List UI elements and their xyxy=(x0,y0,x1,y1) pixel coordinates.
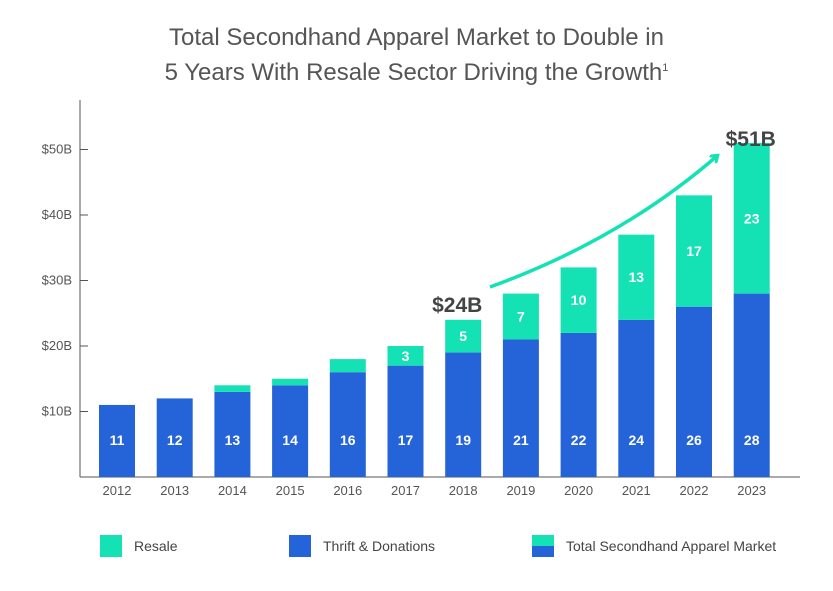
bar-thrift-2017 xyxy=(387,365,424,477)
bar-resale-2016 xyxy=(329,359,366,373)
legend-swatch-total xyxy=(532,535,554,557)
data-label-thrift-2014: 13 xyxy=(225,432,241,448)
data-label-resale-2022: 17 xyxy=(686,243,702,259)
x-tick-label-2013: 2013 xyxy=(160,483,189,498)
legend-swatch-thrift xyxy=(289,535,311,557)
y-tick-label: $50B xyxy=(42,142,72,157)
data-label-thrift-2012: 11 xyxy=(110,432,125,448)
legend-label-thrift: Thrift & Donations xyxy=(323,538,436,554)
data-label-resale-2017: 3 xyxy=(402,348,410,364)
data-label-thrift-2018: 19 xyxy=(455,432,471,448)
x-tick-label-2018: 2018 xyxy=(449,483,478,498)
data-label-thrift-2020: 22 xyxy=(571,432,587,448)
x-tick-label-2012: 2012 xyxy=(103,483,132,498)
bar-thrift-2023 xyxy=(733,293,770,477)
bar-thrift-2015 xyxy=(272,385,309,477)
data-label-thrift-2019: 21 xyxy=(513,432,529,448)
bar-resale-2017 xyxy=(387,346,424,366)
annotation-2023-total: $51B xyxy=(726,128,776,151)
growth-arrow xyxy=(489,156,717,289)
x-tick-label-2016: 2016 xyxy=(333,483,362,498)
y-tick-label: $20B xyxy=(42,338,72,353)
bar-resale-2022 xyxy=(676,195,712,307)
bar-thrift-2021 xyxy=(618,319,655,477)
y-tick-label: $30B xyxy=(42,273,72,288)
bar-thrift-2020 xyxy=(560,332,597,477)
data-label-thrift-2021: 24 xyxy=(629,432,645,448)
bar-thrift-2016 xyxy=(329,372,366,477)
data-label-resale-2023: 23 xyxy=(744,210,760,226)
data-label-thrift-2022: 26 xyxy=(686,432,702,448)
bar-thrift-2022 xyxy=(676,306,712,477)
data-label-resale-2020: 10 xyxy=(571,292,587,308)
chart-title: Total Secondhand Apparel Market to Doubl… xyxy=(0,22,833,88)
bar-resale-2020 xyxy=(560,267,597,333)
x-tick-label-2017: 2017 xyxy=(391,483,420,498)
legend-swatch-resale xyxy=(100,535,122,557)
title-line-2: 5 Years With Resale Sector Driving the G… xyxy=(0,53,833,88)
data-label-resale-2021: 13 xyxy=(629,269,645,285)
bar-resale-2014 xyxy=(214,385,251,392)
legend: Resale Thrift & Donations Total Secondha… xyxy=(0,535,833,559)
footnote-mark: 1 xyxy=(662,62,669,74)
data-label-resale-2019: 7 xyxy=(517,309,525,325)
y-tick-label: $40B xyxy=(42,207,72,222)
x-tick-label-2020: 2020 xyxy=(564,483,593,498)
bar-thrift-2013 xyxy=(156,398,193,477)
annotation-2018-total: $24B xyxy=(432,294,482,317)
title-line-1: Total Secondhand Apparel Market to Doubl… xyxy=(169,24,664,51)
bar-thrift-2014 xyxy=(214,391,251,477)
data-label-thrift-2023: 28 xyxy=(744,432,760,448)
bar-thrift-2018 xyxy=(445,352,482,477)
data-label-thrift-2016: 16 xyxy=(340,432,356,448)
bar-resale-2015 xyxy=(272,378,309,386)
legend-item-thrift: Thrift & Donations xyxy=(289,535,435,557)
legend-label-resale: Resale xyxy=(134,538,178,554)
data-label-thrift-2013: 12 xyxy=(167,432,183,448)
x-tick-label-2023: 2023 xyxy=(737,483,766,498)
bar-thrift-2019 xyxy=(502,339,539,477)
legend-item-resale: Resale xyxy=(100,535,178,557)
x-tick-label-2014: 2014 xyxy=(218,483,247,498)
bar-resale-2023 xyxy=(733,142,770,294)
bar-resale-2019 xyxy=(502,293,539,340)
x-tick-label-2021: 2021 xyxy=(622,483,651,498)
legend-label-total: Total Secondhand Apparel Market xyxy=(566,538,777,554)
data-label-thrift-2015: 14 xyxy=(282,432,298,448)
x-tick-label-2019: 2019 xyxy=(506,483,535,498)
x-tick-label-2022: 2022 xyxy=(680,483,709,498)
bar-resale-2021 xyxy=(618,234,655,320)
legend-item-total: Total Secondhand Apparel Market xyxy=(532,535,776,557)
bar-resale-2018 xyxy=(445,319,482,353)
title-line-2-text: 5 Years With Resale Sector Driving the G… xyxy=(164,59,663,86)
x-tick-label-2015: 2015 xyxy=(276,483,305,498)
bar-thrift-2012 xyxy=(99,404,135,477)
data-label-resale-2018: 5 xyxy=(459,328,467,344)
data-label-thrift-2017: 17 xyxy=(398,432,414,448)
y-tick-label: $10B xyxy=(42,404,72,419)
